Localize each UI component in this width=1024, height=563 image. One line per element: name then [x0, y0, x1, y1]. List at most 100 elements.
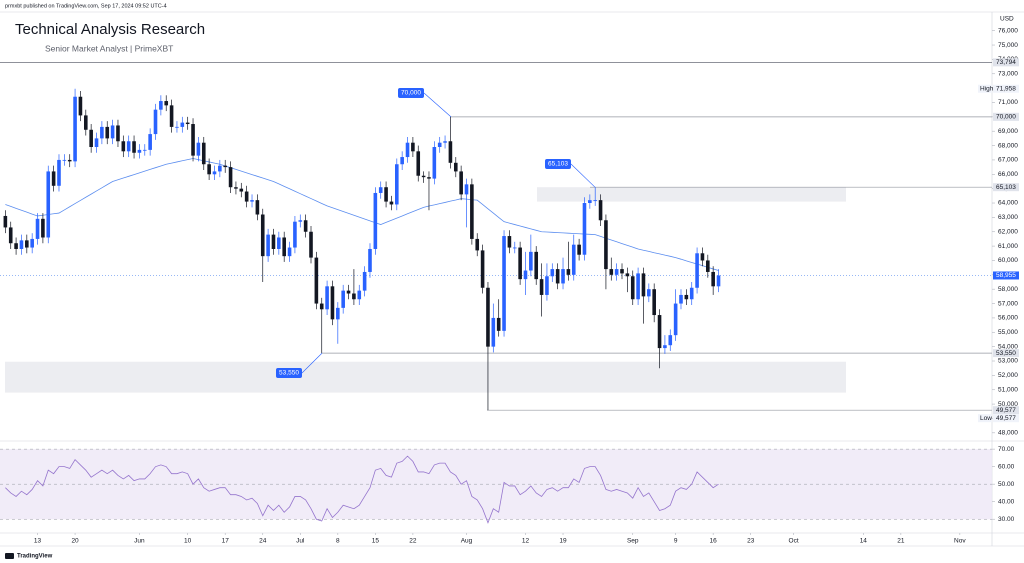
- extreme-tag: High: [980, 85, 994, 92]
- candle-body: [121, 141, 126, 152]
- y-tick-label: 64,000: [998, 200, 1018, 207]
- candle-body: [25, 240, 29, 248]
- candle-body: [266, 234, 270, 257]
- candle-body: [518, 247, 522, 280]
- candle-body: [218, 165, 222, 172]
- plot-layer: 13 20 Jun 10 17 24 Jul 8 15 22 Aug 12 19 Sep 9 16 23 Oct 1…: [0, 27, 1019, 545]
- candle-body: [571, 244, 576, 275]
- candle-body: [73, 96, 77, 162]
- x-tick-label: 12: [522, 538, 530, 545]
- candle-body: [416, 151, 421, 176]
- callout-line: [423, 92, 452, 118]
- candle-body: [336, 307, 340, 320]
- candle-body: [83, 115, 88, 130]
- candle-body: [67, 159, 72, 162]
- candle-body: [389, 201, 394, 205]
- candle-body: [116, 125, 120, 142]
- candle-body: [169, 105, 174, 127]
- candle-body: [164, 101, 169, 106]
- level-label-box: [993, 349, 1019, 358]
- candle-body: [480, 250, 485, 288]
- candle-body: [19, 240, 24, 249]
- candle-body: [346, 290, 351, 294]
- candle-body: [62, 159, 67, 161]
- y-tick-label: 70.00: [998, 446, 1015, 453]
- candle-body: [271, 234, 276, 249]
- candle-body: [250, 200, 254, 202]
- y-tick-label: 57,000: [998, 300, 1018, 307]
- candle-body: [625, 273, 630, 277]
- candle-body: [555, 269, 560, 284]
- y-tick-label: 75,000: [998, 42, 1018, 49]
- candle-body: [679, 294, 683, 304]
- candle-body: [491, 317, 496, 347]
- y-tick-label: 54,000: [998, 343, 1018, 350]
- x-tick-label: 15: [372, 538, 380, 545]
- candle-body: [132, 141, 136, 153]
- level-label: 70,000: [996, 114, 1016, 121]
- candle-body: [223, 165, 228, 168]
- candle-body: [330, 286, 335, 320]
- extreme-value-box: [993, 414, 1019, 423]
- candle-body: [630, 276, 635, 300]
- y-tick-label: 60,000: [998, 257, 1018, 264]
- candle-body: [378, 187, 383, 193]
- x-tick-label: 17: [222, 538, 230, 545]
- candle-body: [411, 142, 415, 152]
- x-tick-label: 16: [710, 538, 718, 545]
- candle-body: [57, 159, 61, 186]
- candle-body: [695, 253, 699, 288]
- y-tick-label: 71,000: [998, 99, 1018, 106]
- candle-body: [207, 164, 211, 175]
- x-tick-label: Jun: [134, 538, 145, 545]
- logo-mark: [5, 553, 14, 559]
- candle-body: [395, 164, 399, 205]
- y-tick-label: 60.00: [998, 463, 1015, 470]
- x-tick-label: Nov: [954, 538, 966, 545]
- level-label: 73,794: [996, 59, 1016, 66]
- candle-body: [287, 247, 292, 257]
- candle-body: [668, 335, 673, 346]
- level-label: 53,550: [996, 350, 1016, 357]
- callout-line: [570, 163, 596, 188]
- candle-body: [126, 141, 131, 152]
- candle-body: [303, 220, 308, 232]
- candle-body: [641, 273, 646, 297]
- y-tick-label: 30.00: [998, 516, 1015, 523]
- y-tick-label: 55,000: [998, 329, 1018, 336]
- candle-body: [384, 187, 388, 202]
- candle-body: [507, 236, 512, 248]
- extreme-tag-box: [978, 414, 992, 423]
- candle-body: [689, 287, 694, 300]
- y-tick-label: 76,000: [998, 27, 1018, 34]
- chart-title: Technical Analysis Research: [15, 21, 205, 38]
- candle-body: [137, 149, 142, 153]
- candle-body: [711, 271, 715, 287]
- rsi-band: [0, 449, 992, 520]
- candle-body: [325, 286, 329, 310]
- candle-body: [148, 134, 152, 150]
- candle-body: [706, 260, 710, 272]
- candle-body: [362, 271, 367, 291]
- candle-body: [175, 126, 179, 128]
- candle-body: [400, 157, 404, 165]
- y-tick-label: 63,000: [998, 214, 1018, 221]
- zone: [537, 187, 846, 202]
- candle-body: [614, 269, 619, 275]
- candle-body: [647, 289, 651, 297]
- candle-body: [684, 294, 689, 300]
- candle-body: [159, 101, 163, 110]
- candle-body: [453, 162, 458, 172]
- candle-body: [582, 203, 587, 255]
- candle-body: [244, 191, 249, 202]
- candle-body: [41, 218, 45, 238]
- candle-body: [255, 200, 260, 215]
- x-tick-label: 23: [747, 538, 755, 545]
- zone: [5, 361, 846, 393]
- candle-body: [443, 141, 447, 143]
- candle-body: [14, 243, 18, 249]
- y-tick-label: 69,000: [998, 128, 1018, 135]
- candle-body: [298, 220, 303, 222]
- candle-body: [464, 184, 469, 195]
